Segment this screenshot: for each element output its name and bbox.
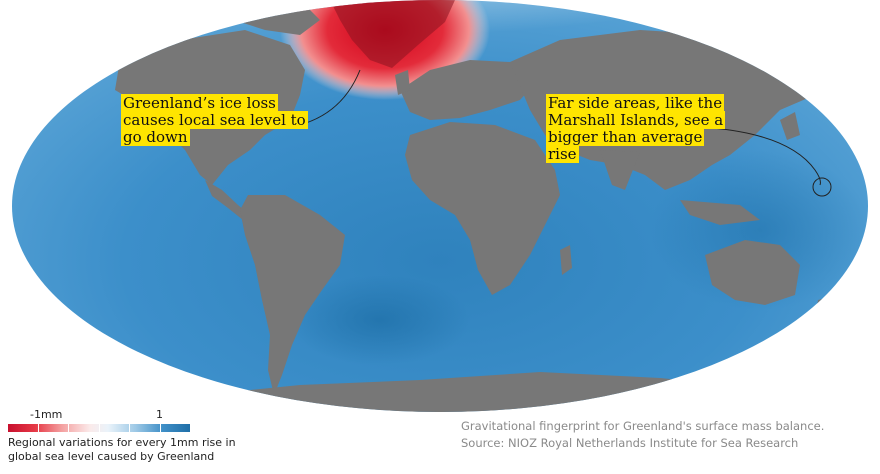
africa bbox=[405, 122, 560, 295]
greenland-callout-text: Greenland’s ice loss causes local sea le… bbox=[121, 94, 308, 146]
legend-max-label: 1 bbox=[156, 408, 163, 421]
japan bbox=[780, 112, 800, 140]
pacific-high bbox=[650, 150, 868, 310]
source-note: Gravitational fingerprint for Greenland'… bbox=[461, 419, 825, 450]
uk bbox=[395, 70, 410, 95]
southeast-asia-islands bbox=[680, 200, 760, 225]
europe bbox=[400, 60, 540, 120]
far-side-callout: Far side areas, like the Marshall Island… bbox=[546, 94, 736, 163]
marshall-leader-line bbox=[711, 127, 821, 186]
legend-description: Regional variations for every 1mm rise i… bbox=[8, 436, 236, 463]
madagascar bbox=[560, 245, 572, 275]
greenland bbox=[330, 0, 455, 68]
far-side-callout-text: Far side areas, like the Marshall Island… bbox=[546, 94, 726, 163]
legend-color-bar bbox=[8, 424, 190, 432]
central-america bbox=[205, 180, 250, 220]
greenland-callout: Greenland’s ice loss causes local sea le… bbox=[121, 94, 311, 146]
india bbox=[600, 150, 640, 190]
legend-ticks: -1mm 1 bbox=[8, 408, 208, 424]
south-ocean-high bbox=[290, 275, 470, 365]
marshall-islands-marker bbox=[812, 177, 832, 197]
australia bbox=[705, 240, 800, 305]
legend: -1mm 1 Regional variations for every 1mm… bbox=[8, 408, 236, 464]
south-america bbox=[240, 195, 345, 395]
legend-min-label: -1mm bbox=[30, 408, 63, 421]
